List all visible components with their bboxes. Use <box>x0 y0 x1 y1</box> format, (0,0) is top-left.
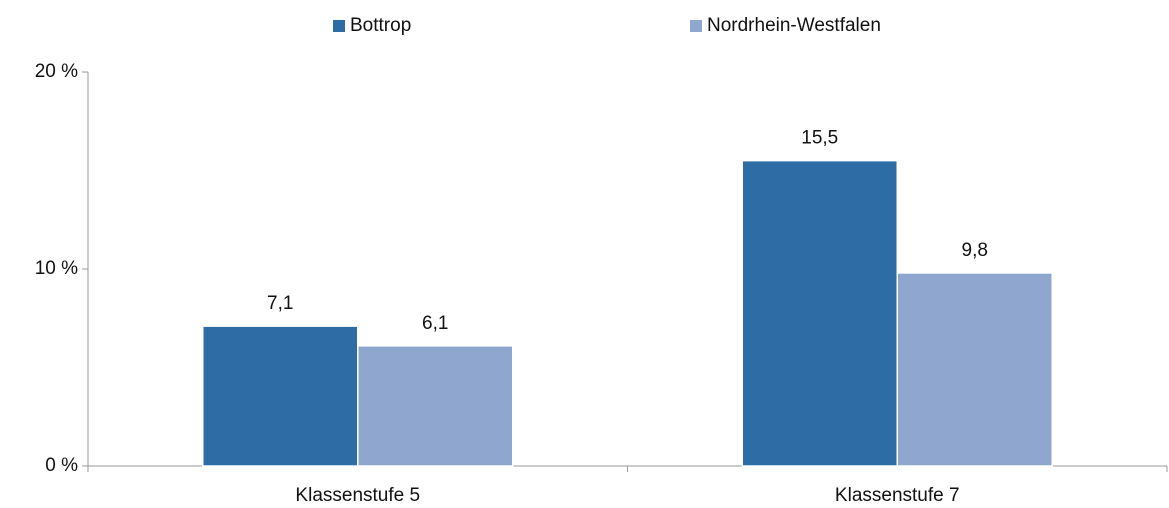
y-tick-label: 0 % <box>45 455 78 476</box>
value-label: 15,5 <box>801 128 838 149</box>
x-tick-label: Klassenstufe 5 <box>295 485 420 506</box>
legend-swatch <box>690 20 702 32</box>
value-label: 6,1 <box>422 313 448 334</box>
value-label: 9,8 <box>962 240 988 261</box>
x-tick-label: Klassenstufe 7 <box>835 485 960 506</box>
bar <box>741 159 898 467</box>
bar <box>357 345 514 467</box>
bar <box>202 325 359 467</box>
bar <box>896 272 1053 467</box>
legend-swatch <box>333 20 345 32</box>
legend-label: Bottrop <box>350 15 411 36</box>
y-tick-label: 10 % <box>35 258 78 279</box>
value-label: 7,1 <box>267 293 293 314</box>
legend-label: Nordrhein-Westfalen <box>707 15 881 36</box>
y-tick-label: 20 % <box>35 61 78 82</box>
